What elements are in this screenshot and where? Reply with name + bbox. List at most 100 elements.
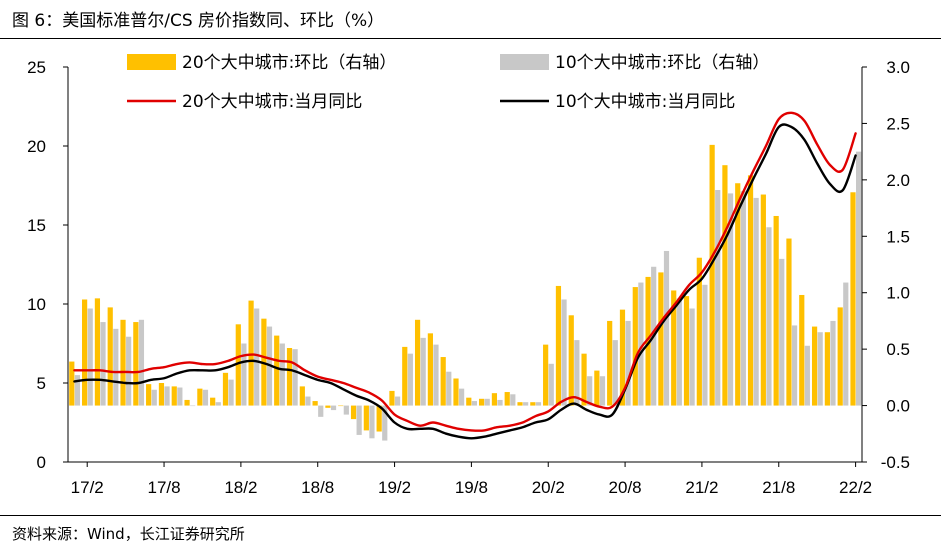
bar-20-city-mom [146, 384, 152, 406]
right-tick-label: 2.0 [886, 171, 910, 190]
bar-20-city-mom [504, 392, 510, 406]
x-tick-label: 19/2 [378, 478, 411, 497]
bar-10-city-mom [727, 193, 734, 406]
bar-10-city-mom [215, 402, 221, 406]
bar-20-city-mom [197, 388, 203, 406]
bar-10-city-mom [587, 376, 593, 406]
bar-20-city-mom [568, 315, 574, 406]
bar-10-city-mom [202, 389, 209, 406]
line-series-group [73, 111, 857, 440]
right-tick-label: 3.0 [886, 58, 910, 77]
legend-swatch-mom10 [500, 54, 549, 70]
bar-20-city-mom [120, 319, 126, 406]
left-tick-label: 15 [27, 216, 46, 235]
right-tick-label: 1.5 [886, 227, 910, 246]
bar-20-city-mom [799, 294, 805, 406]
bar-20-city-mom [479, 398, 485, 406]
bar-10-city-mom [394, 396, 401, 406]
bar-20-city-mom [786, 238, 792, 406]
bar-20-city-mom [274, 335, 280, 406]
bar-20-city-mom [824, 332, 830, 406]
bar-10-city-mom [318, 405, 324, 417]
bar-10-city-mom [305, 396, 311, 406]
bar-10-city-mom [740, 191, 746, 406]
bar-20-city-mom [107, 307, 113, 406]
bar-20-city-mom [286, 348, 293, 406]
legend-label-yoy20: 20个大中城市:当月同比 [182, 92, 362, 112]
bar-20-city-mom [696, 257, 702, 406]
bar-10-city-mom [638, 282, 644, 406]
bar-10-city-mom [599, 376, 606, 406]
left-tick-label: 5 [37, 374, 46, 393]
bar-10-city-mom [779, 258, 785, 406]
bar-10-city-mom [843, 282, 849, 406]
left-tick-label: 25 [27, 58, 46, 77]
bar-20-city-mom [248, 300, 254, 406]
x-tick-label: 21/8 [762, 478, 795, 497]
bar-20-city-mom [184, 399, 190, 406]
legend-label-mom20: 20个大中城市:环比（右轴） [182, 53, 396, 73]
bar-20-city-mom [530, 402, 536, 406]
bar-20-city-mom [607, 320, 613, 406]
line-20-city-yoy [73, 111, 857, 432]
bar-10-city-mom [817, 332, 823, 406]
bar-10-city-mom [574, 340, 580, 406]
bar-20-city-mom [491, 393, 498, 406]
bar-20-city-mom [389, 390, 395, 406]
bar-10-city-mom [100, 322, 106, 406]
bar-10-city-mom [254, 308, 260, 406]
line-10-city-yoy [73, 123, 857, 440]
bar-20-city-mom [222, 372, 229, 406]
bar-20-city-mom [722, 165, 728, 406]
right-tick-label: 0.5 [886, 340, 910, 359]
bar-10-city-mom [625, 320, 631, 406]
bar-20-city-mom [594, 370, 600, 406]
bar-10-city-mom [177, 387, 183, 406]
bar-20-city-mom [773, 215, 779, 406]
bar-10-city-mom [830, 320, 836, 406]
bar-20-city-mom [325, 405, 331, 408]
legend: 20个大中城市:环比（右轴） 10个大中城市:环比（右轴） 20个大中城市:当月同比… [127, 53, 769, 112]
bar-20-city-mom [440, 357, 446, 406]
bar-20-city-mom [69, 361, 75, 406]
bar-20-city-mom [658, 272, 664, 406]
bar-20-city-mom [850, 192, 856, 406]
bar-20-city-mom [453, 378, 459, 406]
bar-20-city-mom [671, 290, 677, 406]
bar-10-city-mom [804, 345, 810, 406]
bar-10-city-mom [471, 401, 477, 406]
x-tick-label: 19/8 [455, 478, 488, 497]
bar-10-city-mom [433, 344, 439, 406]
bar-10-city-mom [663, 250, 670, 406]
bar-20-city-mom [414, 319, 421, 406]
bar-20-city-mom [94, 298, 101, 406]
x-tick-label: 18/2 [224, 478, 257, 497]
bar-10-city-mom [753, 197, 759, 406]
x-tick-label: 21/2 [685, 478, 718, 497]
bar-10-city-mom [446, 371, 452, 406]
left-tick-label: 20 [27, 137, 46, 156]
bar-10-city-mom [791, 325, 798, 406]
bar-20-city-mom [632, 287, 638, 406]
bar-20-city-mom [376, 405, 382, 432]
bar-20-city-mom [158, 383, 165, 406]
bar-20-city-mom [210, 397, 216, 406]
x-tick-label: 22/2 [839, 478, 872, 497]
x-tick-label: 17/8 [148, 478, 181, 497]
bar-20-city-mom [171, 386, 177, 406]
bar-10-city-mom [535, 402, 542, 406]
right-tick-label: 0.0 [886, 397, 910, 416]
right-tick-label: 2.5 [886, 114, 910, 133]
bar-10-city-mom [407, 353, 413, 406]
bar-20-city-mom [299, 386, 305, 406]
bar-20-city-mom [338, 405, 344, 407]
bar-20-city-mom [709, 144, 715, 406]
x-tick-label: 20/8 [609, 478, 642, 497]
title-divider [0, 38, 941, 39]
bar-10-city-mom [369, 405, 375, 439]
bar-20-city-mom [735, 183, 741, 406]
x-tick-label: 17/2 [71, 478, 104, 497]
bar-10-city-mom [164, 386, 170, 406]
bar-10-city-mom [702, 284, 708, 406]
bar-10-city-mom [497, 399, 503, 406]
